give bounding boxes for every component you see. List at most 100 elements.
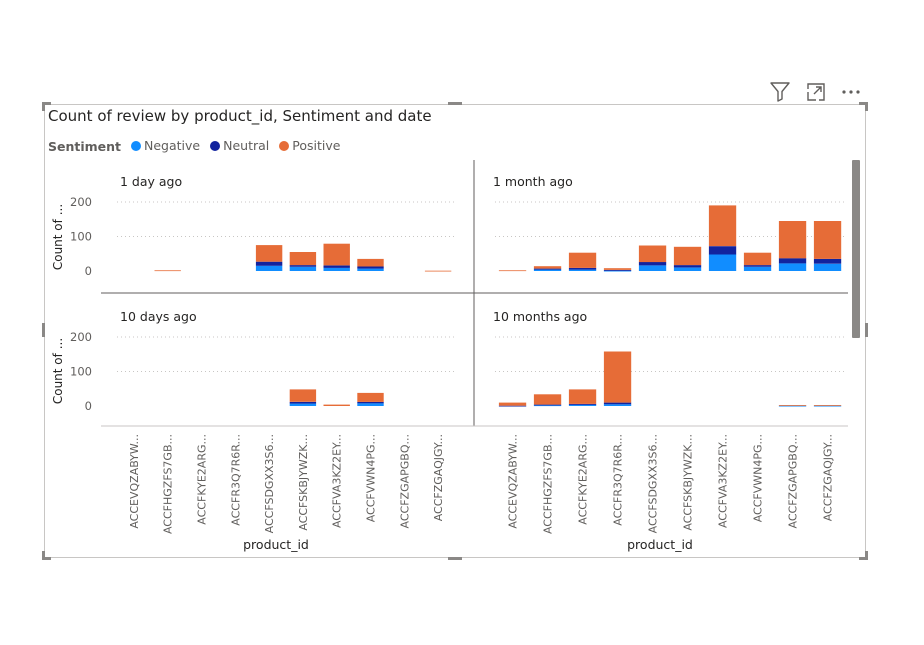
legend-dot-positive xyxy=(279,140,290,151)
panel-label: 10 months ago xyxy=(493,309,587,324)
x-tick-label: ACCFSKBJYWZK... xyxy=(297,434,310,531)
bar-negative xyxy=(603,270,632,272)
bar-positive xyxy=(498,402,527,406)
resize-handle-top-left[interactable] xyxy=(42,102,51,105)
bar-negative xyxy=(289,403,317,406)
resize-handle-bottom[interactable] xyxy=(448,557,462,560)
legend-dot-neutral xyxy=(210,140,221,151)
bar-positive xyxy=(813,221,842,259)
x-tick-label: ACCFVA3KZ2EY... xyxy=(331,434,344,528)
x-tick-label: ACCFSKBJYWZK... xyxy=(682,434,695,531)
panel-label: 1 month ago xyxy=(493,174,573,189)
bar-positive xyxy=(568,389,597,404)
bar-positive xyxy=(533,394,562,405)
resize-handle-top-left-v[interactable] xyxy=(42,102,45,111)
bar-negative xyxy=(638,265,667,271)
resize-handle-bottom-right[interactable] xyxy=(859,557,868,560)
x-tick-label: ACCFKYE2ARG... xyxy=(577,434,590,525)
y-axis-title: Count of ... xyxy=(51,338,65,404)
x-tick-label: ACCFVWN4PG... xyxy=(365,434,378,522)
bar-neutral xyxy=(778,258,807,264)
bar-neutral xyxy=(533,404,562,406)
bar-positive xyxy=(708,205,737,247)
resize-handle-top[interactable] xyxy=(448,102,462,105)
x-tick-label: ACCFHGZFS7GB... xyxy=(162,434,175,534)
legend-item-negative[interactable]: Negative xyxy=(131,138,200,153)
bar-negative xyxy=(357,403,384,406)
bar-positive xyxy=(498,270,527,272)
panel-label: 10 days ago xyxy=(120,309,197,324)
y-tick-label: 100 xyxy=(70,230,92,244)
bar-neutral xyxy=(568,267,597,270)
x-tick-label: ACCFVWN4PG... xyxy=(752,434,765,522)
bar-positive xyxy=(154,270,181,272)
x-tick-label: ACCFSDGXX3S6... xyxy=(647,434,660,533)
bar-positive xyxy=(603,351,632,403)
x-axis-title: product_id xyxy=(243,537,309,552)
bar-negative xyxy=(813,405,842,407)
bar-neutral xyxy=(603,270,632,271)
bar-negative xyxy=(743,266,772,271)
y-tick-label: 0 xyxy=(85,399,92,413)
y-tick-label: 100 xyxy=(70,365,92,379)
x-tick-label: ACCFZGAQJGY... xyxy=(432,434,445,521)
resize-handle-left[interactable] xyxy=(42,323,45,337)
bar-negative xyxy=(778,405,807,407)
bar-negative xyxy=(323,267,350,271)
bar-negative xyxy=(289,266,317,271)
bar-neutral xyxy=(357,401,384,404)
legend-item-neutral[interactable]: Neutral xyxy=(210,138,269,153)
bar-negative xyxy=(533,269,562,271)
legend-title: Sentiment xyxy=(48,138,122,154)
bar-neutral xyxy=(568,403,597,405)
bar-negative xyxy=(603,404,632,406)
resize-handle-top-right[interactable] xyxy=(859,102,868,105)
x-tick-label: ACCFHGZFS7GB... xyxy=(542,434,555,534)
resize-handle-bottom-left[interactable] xyxy=(42,557,51,560)
scrollbar-thumb[interactable] xyxy=(852,160,860,338)
bar-neutral xyxy=(638,262,667,266)
bar-positive xyxy=(357,392,384,402)
x-tick-label: ACCFVA3KZ2EY... xyxy=(717,434,730,528)
bar-positive xyxy=(357,258,384,267)
bar-positive xyxy=(778,221,807,259)
resize-handle-top-right-v[interactable] xyxy=(865,102,868,111)
bar-positive xyxy=(778,405,807,406)
bar-positive xyxy=(743,252,772,266)
x-axis-title: product_id xyxy=(627,537,693,552)
bar-neutral xyxy=(813,258,842,264)
legend-label-neutral: Neutral xyxy=(223,138,270,153)
bar-neutral xyxy=(708,246,737,255)
bar-positive xyxy=(289,389,317,402)
more-options-icon[interactable] xyxy=(839,80,863,104)
bar-negative xyxy=(568,405,597,406)
focus-mode-icon[interactable] xyxy=(804,80,828,104)
legend-label-positive: Positive xyxy=(292,138,341,153)
bar-positive xyxy=(323,243,350,266)
bar-positive xyxy=(424,270,452,272)
x-tick-label: ACCFZGAPGBQ... xyxy=(398,434,411,528)
x-tick-label: ACCFR3Q7R6R... xyxy=(612,434,625,526)
legend: Sentiment Negative Neutral Positive xyxy=(48,138,346,154)
bar-neutral xyxy=(743,265,772,267)
panel-label: 1 day ago xyxy=(120,174,182,189)
bar-negative xyxy=(357,268,384,271)
bar-positive xyxy=(289,252,317,266)
resize-handle-right[interactable] xyxy=(865,323,868,337)
bar-neutral xyxy=(357,266,384,269)
resize-handle-bottom-right-v[interactable] xyxy=(865,551,868,560)
bar-positive xyxy=(323,404,350,406)
x-tick-label: ACCEVQZABYW... xyxy=(128,434,141,529)
resize-handle-bottom-left-v[interactable] xyxy=(42,551,45,560)
bar-positive xyxy=(568,252,597,268)
bar-negative xyxy=(708,254,737,271)
bar-negative xyxy=(778,263,807,271)
bar-neutral xyxy=(533,268,562,270)
x-tick-label: ACCFR3Q7R6R... xyxy=(229,434,242,526)
bar-positive xyxy=(603,268,632,270)
filter-icon[interactable] xyxy=(768,80,792,104)
bar-neutral xyxy=(289,401,317,404)
legend-item-positive[interactable]: Positive xyxy=(279,138,340,153)
bar-neutral xyxy=(673,265,702,268)
